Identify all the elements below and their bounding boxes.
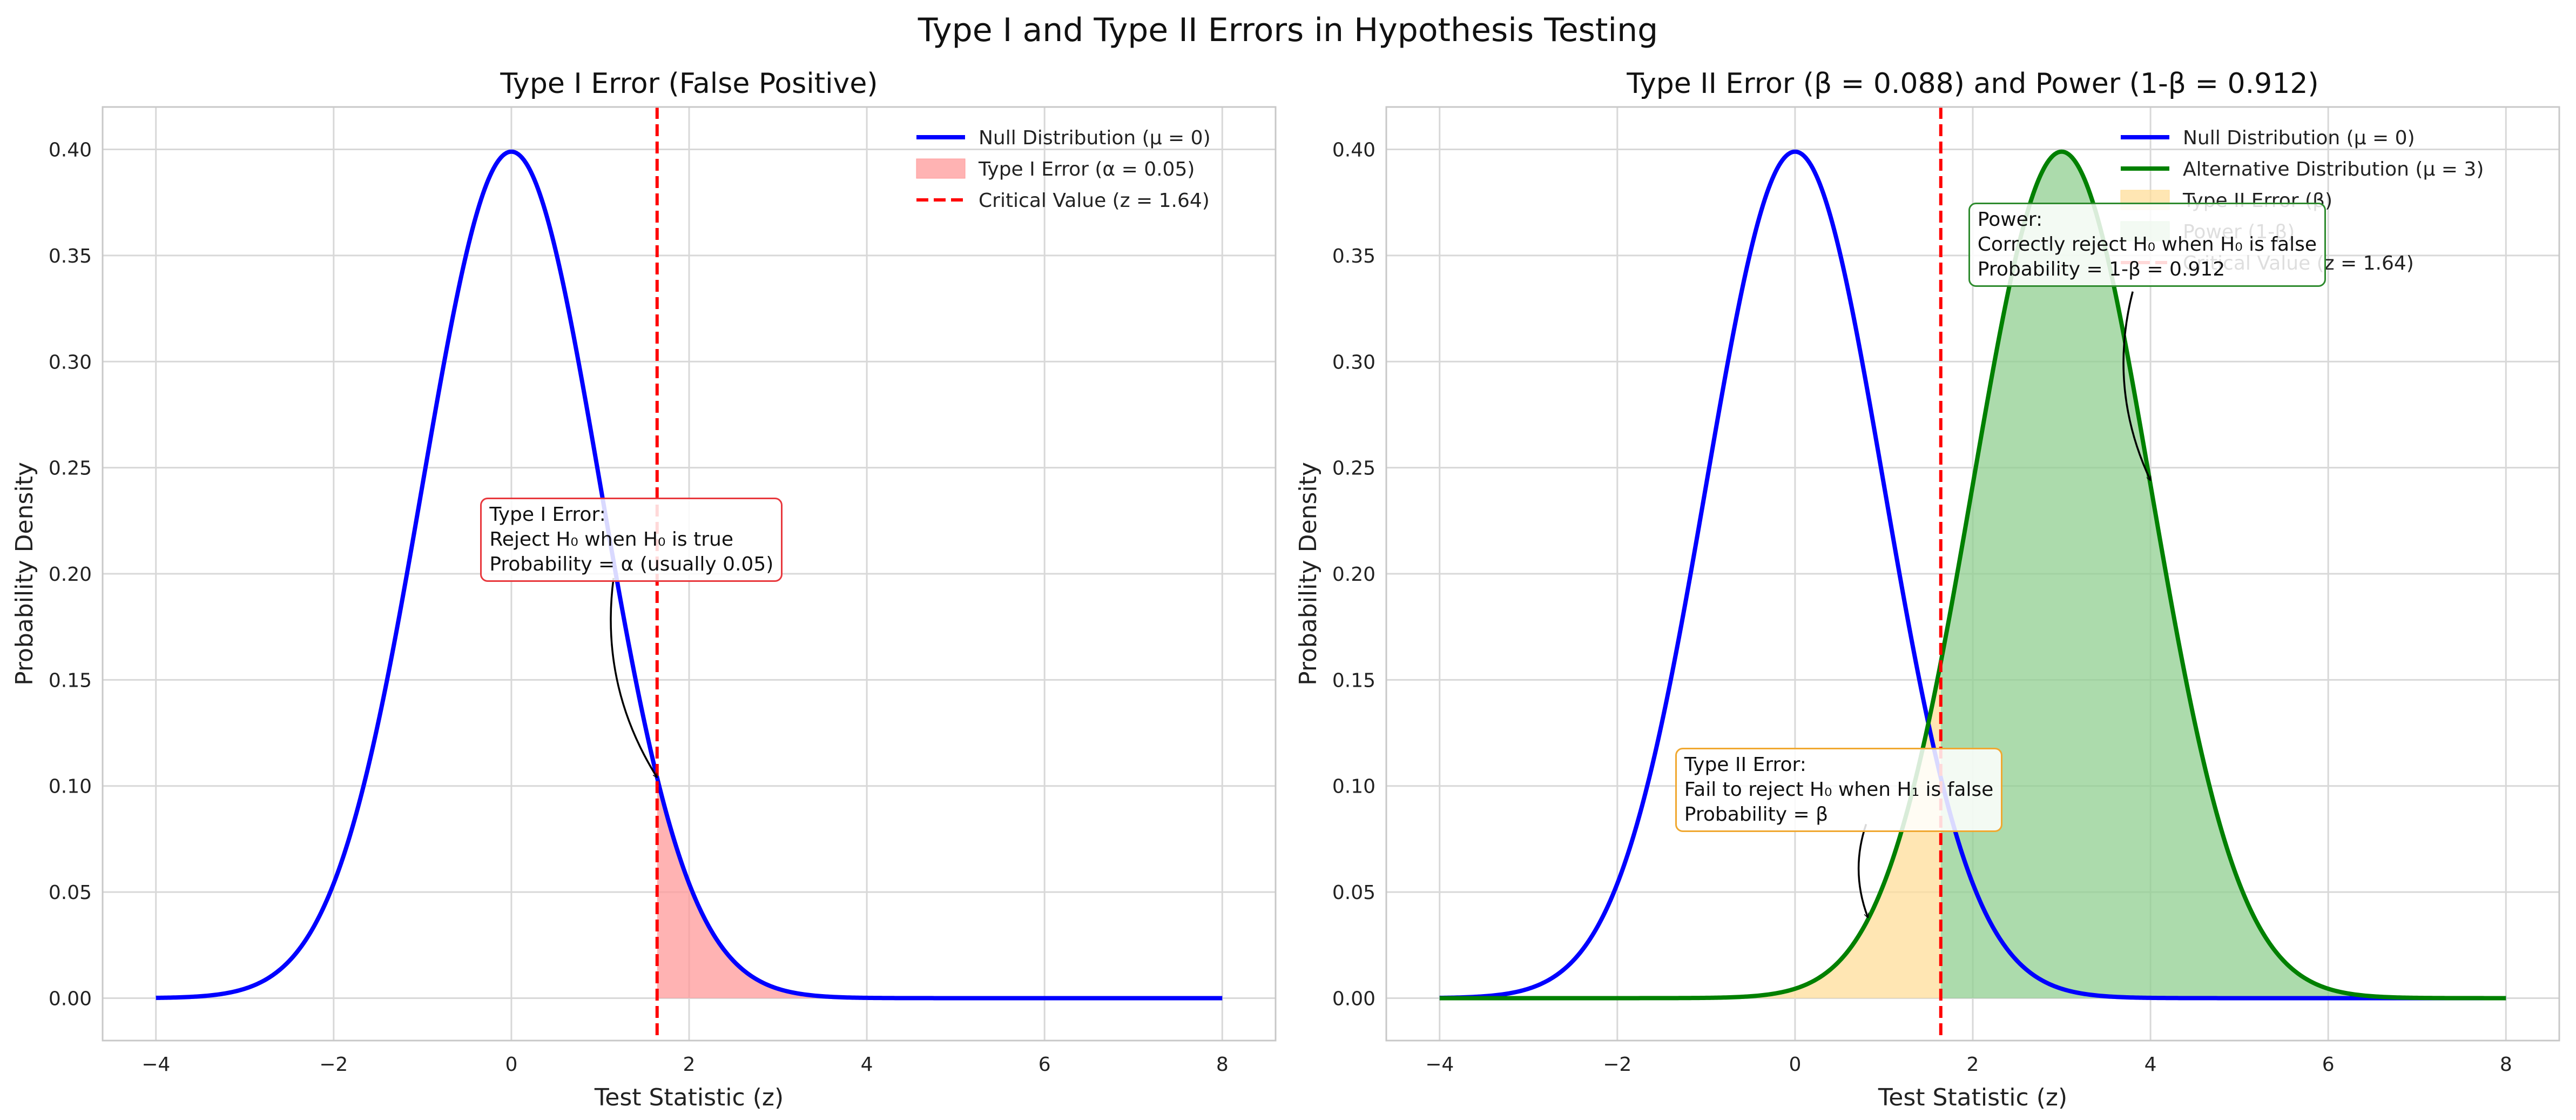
shaded-region-2 [1940, 151, 2506, 998]
annotation-text: Type II Error: [1684, 754, 1806, 776]
x-tick-label: 2 [683, 1054, 696, 1076]
annotation-text: Probability = α (usually 0.05) [489, 553, 774, 575]
x-tick-label: 2 [1967, 1054, 1979, 1076]
chart-title: Type I Error (False Positive) [500, 68, 878, 100]
annotation-box: Type I Error: Reject H₀ when H₀ is true Pr… [480, 497, 783, 582]
y-tick-label: 0.30 [49, 351, 92, 373]
y-axis-label: Probability Density [1294, 462, 1322, 686]
annotation-arrow [610, 578, 658, 777]
y-tick-label: 0.15 [1332, 669, 1375, 692]
axes-frame [1385, 106, 2560, 1042]
series-line-1 [156, 149, 1223, 1001]
annotation-text: Reject H₀ when H₀ is true [489, 528, 733, 551]
y-tick-label: 0.35 [49, 245, 92, 267]
series-line-2 [1439, 149, 2506, 1001]
axes-frame [102, 106, 1277, 1042]
y-tick-label: 0.35 [1332, 245, 1375, 267]
annotation-text: Fail to reject H₀ when H₁ is false [1684, 779, 1994, 801]
y-tick-label: 0.25 [1332, 458, 1375, 480]
legend-label: Null Distribution (μ = 0) [2183, 127, 2415, 149]
y-tick-label: 0.40 [1332, 139, 1375, 162]
y-tick-label: 0.05 [1332, 882, 1375, 904]
annotation-text: Power: [1977, 208, 2043, 231]
y-axis-label: Probability Density [11, 462, 38, 686]
shaded-region-1 [1439, 662, 1941, 998]
y-tick-label: 0.30 [1332, 351, 1375, 373]
y-tick-label: 0.20 [49, 564, 92, 586]
y-tick-label: 0.00 [49, 988, 92, 1010]
annotation-text: Probability = 1-β = 0.912 [1977, 258, 2226, 280]
panel-1: −4 −2 0 2 4 6 8 0.00 0.05 0.10 0.15 0.20 0.25 0.30 0.3… [11, 68, 1277, 1111]
x-tick-label: 0 [1789, 1054, 1801, 1076]
x-tick-label: −4 [141, 1054, 170, 1076]
x-tick-label: 6 [2322, 1054, 2335, 1076]
legend-label: Critical Value (z = 1.64) [979, 190, 1210, 212]
y-tick-label: 0.15 [49, 669, 92, 692]
x-tick-label: −4 [1425, 1054, 1454, 1076]
plot-content [1439, 107, 2506, 1041]
x-axis-label: Test Statistic (z) [1878, 1084, 2067, 1111]
legend-patch-swatch [916, 158, 966, 179]
y-tick-label: 0.05 [49, 882, 92, 904]
chart-title: Type II Error (β = 0.088) and Power (1-β… [1626, 68, 2318, 100]
series-line-1 [1439, 149, 2506, 1001]
y-tick-label: 0.10 [49, 776, 92, 798]
x-tick-label: 4 [861, 1054, 873, 1076]
annotation-text: Correctly reject H₀ when H₀ is false [1977, 233, 2317, 256]
x-tick-label: 6 [1039, 1054, 1051, 1076]
y-tick-label: 0.10 [1332, 776, 1375, 798]
annotation-arrow [1857, 823, 1868, 917]
annotation-text: Type I Error: [489, 503, 606, 526]
annotation-text: Probability = β [1684, 803, 1829, 826]
x-tick-label: 4 [2145, 1054, 2157, 1076]
x-tick-label: −2 [1603, 1054, 1631, 1076]
legend-label: Alternative Distribution (μ = 3) [2183, 158, 2484, 180]
y-tick-label: 0.20 [1332, 564, 1375, 586]
x-tick-label: −2 [319, 1054, 348, 1076]
panel-2: −4 −2 0 2 4 6 8 0.00 0.05 0.10 0.15 0.20 0.25 0.30 0.3… [1294, 68, 2560, 1111]
x-tick-label: 0 [505, 1054, 517, 1076]
y-tick-label: 0.00 [1332, 988, 1375, 1010]
legend-label: Null Distribution (μ = 0) [979, 127, 1211, 149]
y-tick-label: 0.25 [49, 458, 92, 480]
x-axis-label: Test Statistic (z) [594, 1084, 784, 1111]
y-tick-label: 0.40 [49, 139, 92, 162]
figure-suptitle: Type I and Type II Errors in Hypothesis … [918, 11, 1658, 49]
x-tick-label: 8 [2500, 1054, 2512, 1076]
annotation-box: Power: Correctly reject H₀ when H₀ is fal… [1968, 202, 2326, 287]
annotation-arrow [2122, 291, 2152, 481]
annotation-box: Type II Error: Fail to reject H₀ when H₁ … [1675, 748, 2003, 833]
legend-label: Type I Error (α = 0.05) [978, 158, 1195, 180]
x-tick-label: 8 [1216, 1054, 1229, 1076]
legend: Null Distribution (μ = 0) Type I Error (α… [916, 127, 1211, 212]
shaded-region-1 [657, 777, 1223, 998]
